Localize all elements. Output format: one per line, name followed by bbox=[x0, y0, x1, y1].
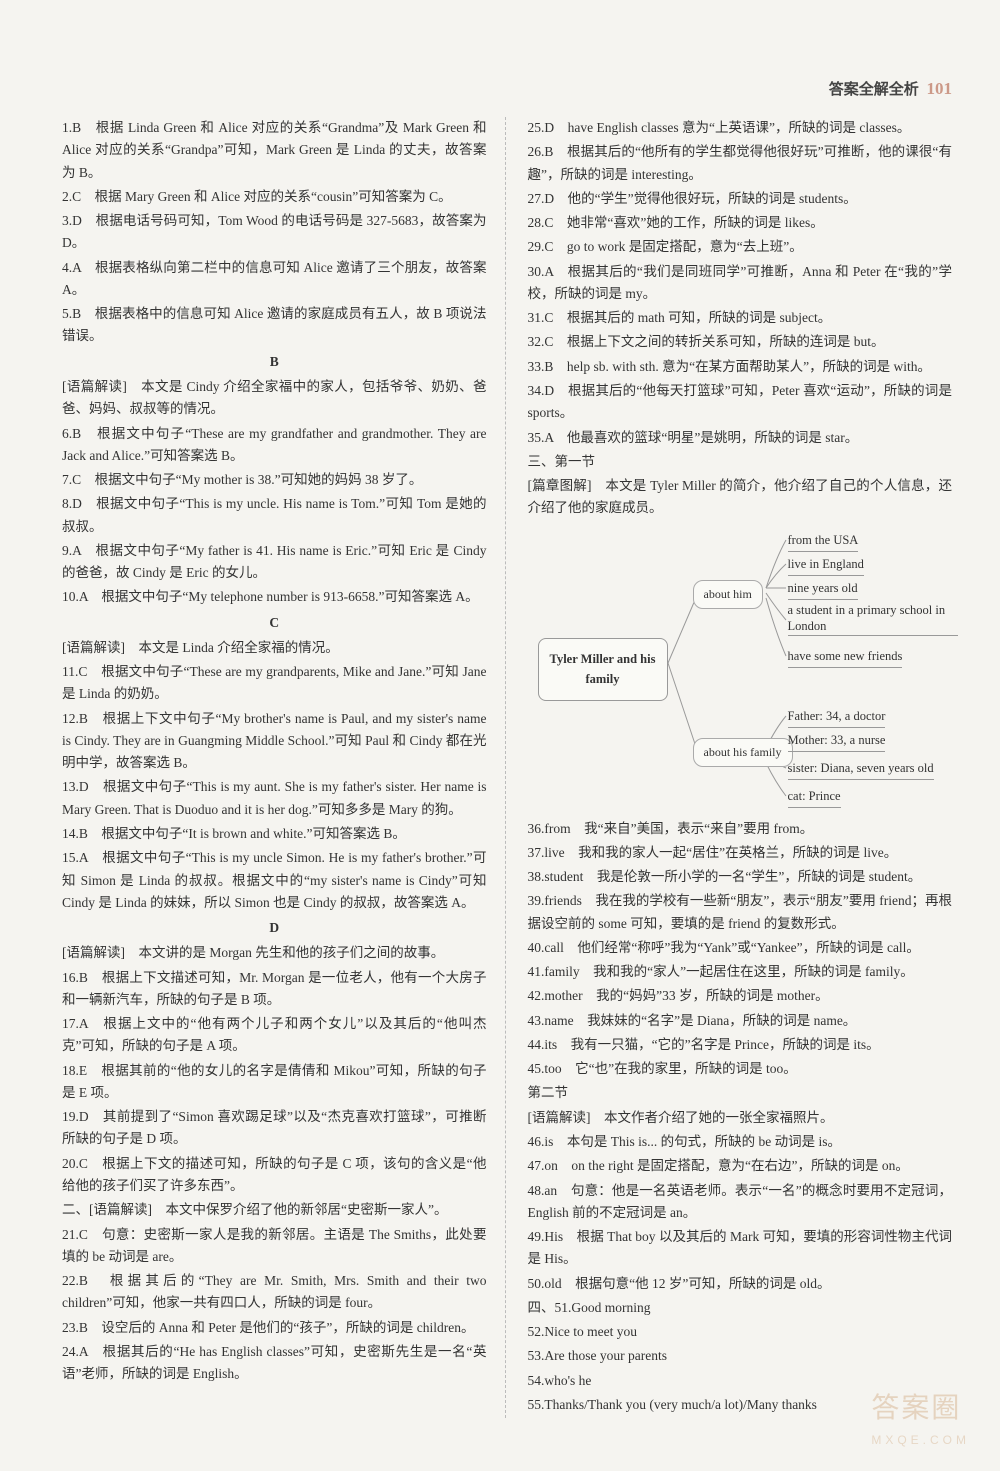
ans-item: 10.A 根据文中句子“My telephone number is 913-6… bbox=[62, 586, 487, 608]
ans-item: 12.B 根据上下文中句子“My brother's name is Paul,… bbox=[62, 708, 487, 775]
right-column: 25.D have English classes 意为“上英语课”，所缺的词是… bbox=[528, 117, 953, 1418]
passage-intro: [语篇解读] 本文讲的是 Morgan 先生和他的孩子们之间的故事。 bbox=[62, 942, 487, 964]
ans-item: 7.C 根据文中句子“My mother is 38.”可知她的妈妈 38 岁了… bbox=[62, 469, 487, 491]
watermark-big: 答案圈 bbox=[871, 1392, 961, 1423]
diagram-leaf: have some new friends bbox=[788, 646, 903, 669]
ans-item: 45.too 它“也”在我的家里，所缺的词是 too。 bbox=[528, 1058, 953, 1080]
passage-intro: [语篇解读] 本文作者介绍了她的一张全家福照片。 bbox=[528, 1107, 953, 1129]
diagram-leaf: live in England bbox=[788, 554, 864, 577]
section-b-header: B bbox=[62, 351, 487, 373]
ans-item: 24.A 根据其后的“He has English classes”可知，史密斯… bbox=[62, 1341, 487, 1386]
diagram-leaf: Mother: 33, a nurse bbox=[788, 730, 886, 753]
ans-item: 16.B 根据上下文描述可知，Mr. Morgan 是一位老人，他有一个大房子和… bbox=[62, 967, 487, 1012]
ans-item: 49.His 根据 That boy 以及其后的 Mark 可知，要填的形容词性… bbox=[528, 1226, 953, 1271]
ans-item: 29.C go to work 是固定搭配，意为“去上班”。 bbox=[528, 236, 953, 258]
ans-item: 11.C 根据文中句子“These are my grandparents, M… bbox=[62, 661, 487, 706]
ans-item: 52.Nice to meet you bbox=[528, 1321, 953, 1343]
ans-item: 28.C 她非常“喜欢”她的工作，所缺的词是 likes。 bbox=[528, 212, 953, 234]
ans-item: 32.C 根据上下文之间的转折关系可知，所缺的连词是 but。 bbox=[528, 331, 953, 353]
left-column: 1.B 根据 Linda Green 和 Alice 对应的关系“Grandma… bbox=[62, 117, 506, 1418]
ans-item: 48.an 句意：他是一名英语老师。表示“一名”的概念时要用不定冠词，Engli… bbox=[528, 1180, 953, 1225]
ans-item: 37.live 我和我的家人一起“居住”在英格兰，所缺的词是 live。 bbox=[528, 842, 953, 864]
watermark-small: MXQE.COM bbox=[871, 1431, 970, 1451]
diagram-leaf: Father: 34, a doctor bbox=[788, 706, 886, 729]
ans-item: 44.its 我有一只猫，“它的”名字是 Prince，所缺的词是 its。 bbox=[528, 1034, 953, 1056]
ans-item: 18.E 根据其前的“他的女儿的名字是倩倩和 Mikou”可知，所缺的句子是 E… bbox=[62, 1060, 487, 1105]
diagram-leaf: a student in a primary school in London bbox=[788, 602, 958, 637]
page-header: 答案全解全析 101 bbox=[62, 75, 952, 103]
ans-item: 33.B help sb. with sth. 意为“在某方面帮助某人”，所缺的… bbox=[528, 356, 953, 378]
ans-item: 30.A 根据其后的“我们是同班同学”可推断，Anna 和 Peter 在“我的… bbox=[528, 261, 953, 306]
section-3-label: 三、第一节 bbox=[528, 451, 953, 473]
ans-item: 43.name 我妹妹的“名字”是 Diana，所缺的词是 name。 bbox=[528, 1010, 953, 1032]
ans-item: 5.B 根据表格中的信息可知 Alice 邀请的家庭成员有五人，故 B 项说法错… bbox=[62, 303, 487, 348]
ans-item: 35.A 他最喜欢的篮球“明星”是姚明，所缺的词是 star。 bbox=[528, 427, 953, 449]
page-number: 101 bbox=[927, 79, 953, 98]
passage-intro: [语篇解读] 本文是 Cindy 介绍全家福中的家人，包括爷爷、奶奶、爸爸、妈妈… bbox=[62, 376, 487, 421]
ans-item: 50.old 根据句意“他 12 岁”可知，所缺的词是 old。 bbox=[528, 1273, 953, 1295]
section-d-header: D bbox=[62, 917, 487, 939]
header-title: 答案全解全析 bbox=[829, 82, 919, 98]
ans-item: 46.is 本句是 This is... 的句式，所缺的 be 动词是 is。 bbox=[528, 1131, 953, 1153]
diagram-leaf: from the USA bbox=[788, 530, 859, 553]
passage-intro: [语篇解读] 本文是 Linda 介绍全家福的情况。 bbox=[62, 637, 487, 659]
ans-item: 3.D 根据电话号码可知，Tom Wood 的电话号码是 327-5683，故答… bbox=[62, 210, 487, 255]
ans-item: 8.D 根据文中句子“This is my uncle. His name is… bbox=[62, 493, 487, 538]
ans-item: 34.D 根据其后的“他每天打篮球”可知，Peter 喜欢“运动”，所缺的词是 … bbox=[528, 380, 953, 425]
diagram-leaf: sister: Diana, seven years old bbox=[788, 758, 934, 781]
ans-item: 27.D 他的“学生”觉得他很好玩，所缺的词是 students。 bbox=[528, 188, 953, 210]
passage-intro: [篇章图解] 本文是 Tyler Miller 的简介，他介绍了自己的个人信息，… bbox=[528, 475, 953, 520]
ans-item: 36.from 我“来自”美国，表示“来自”要用 from。 bbox=[528, 818, 953, 840]
ans-item: 31.C 根据其后的 math 可知，所缺的词是 subject。 bbox=[528, 307, 953, 329]
section-c-header: C bbox=[62, 612, 487, 634]
mindmap-diagram: Tyler Miller and his family about him ab… bbox=[528, 528, 953, 808]
ans-item: 9.A 根据文中句子“My father is 41. His name is … bbox=[62, 540, 487, 585]
ans-item: 6.B 根据文中句子“These are my grandfather and … bbox=[62, 423, 487, 468]
ans-item: 22.B 根据其后的“They are Mr. Smith, Mrs. Smit… bbox=[62, 1270, 487, 1315]
ans-item: 21.C 句意：史密斯一家人是我的新邻居。主语是 The Smiths，此处要填… bbox=[62, 1224, 487, 1269]
ans-item: 39.friends 我在我的学校有一些新“朋友”，表示“朋友”要用 frien… bbox=[528, 890, 953, 935]
ans-item: 4.A 根据表格纵向第二栏中的信息可知 Alice 邀请了三个朋友，故答案 A。 bbox=[62, 257, 487, 302]
ans-item: 47.on on the right 是固定搭配，意为“在右边”，所缺的词是 o… bbox=[528, 1155, 953, 1177]
ans-item: 23.B 设空后的 Anna 和 Peter 是他们的“孩子”，所缺的词是 ch… bbox=[62, 1317, 487, 1339]
section-label: 第二节 bbox=[528, 1082, 953, 1104]
diagram-node: about him bbox=[693, 580, 763, 610]
ans-item: 26.B 根据其后的“他所有的学生都觉得他很好玩”可推断，他的课很“有趣”，所缺… bbox=[528, 141, 953, 186]
ans-item: 2.C 根据 Mary Green 和 Alice 对应的关系“cousin”可… bbox=[62, 186, 487, 208]
diagram-leaf: cat: Prince bbox=[788, 786, 841, 809]
columns: 1.B 根据 Linda Green 和 Alice 对应的关系“Grandma… bbox=[62, 117, 952, 1418]
ans-item: 15.A 根据文中句子“This is my uncle Simon. He i… bbox=[62, 847, 487, 914]
ans-item: 13.D 根据文中句子“This is my aunt. She is my f… bbox=[62, 776, 487, 821]
passage-intro: 二、[语篇解读] 本文中保罗介绍了他的新邻居“史密斯一家人”。 bbox=[62, 1199, 487, 1221]
ans-item: 20.C 根据上下文的描述可知，所缺的句子是 C 项，该句的含义是“他给他的孩子… bbox=[62, 1153, 487, 1198]
ans-item: 25.D have English classes 意为“上英语课”，所缺的词是… bbox=[528, 117, 953, 139]
ans-item: 42.mother 我的“妈妈”33 岁，所缺的词是 mother。 bbox=[528, 985, 953, 1007]
ans-item: 17.A 根据上文中的“他有两个儿子和两个女儿”以及其后的“他叫杰克”可知，所缺… bbox=[62, 1013, 487, 1058]
ans-item: 38.student 我是伦敦一所小学的一名“学生”，所缺的词是 student… bbox=[528, 866, 953, 888]
ans-item: 53.Are those your parents bbox=[528, 1345, 953, 1367]
ans-item: 19.D 其前提到了“Simon 喜欢踢足球”以及“杰克喜欢打篮球”，可推断所缺… bbox=[62, 1106, 487, 1151]
ans-item: 41.family 我和我的“家人”一起居住在这里，所缺的词是 family。 bbox=[528, 961, 953, 983]
watermark: 答案圈 MXQE.COM bbox=[871, 1385, 970, 1451]
diagram-leaf: nine years old bbox=[788, 578, 858, 601]
ans-item: 1.B 根据 Linda Green 和 Alice 对应的关系“Grandma… bbox=[62, 117, 487, 184]
section-4-label: 四、51.Good morning bbox=[528, 1297, 953, 1319]
diagram-root: Tyler Miller and his family bbox=[538, 638, 668, 701]
ans-item: 14.B 根据文中句子“It is brown and white.”可知答案选… bbox=[62, 823, 487, 845]
diagram-node: about his family bbox=[693, 738, 793, 768]
ans-item: 40.call 他们经常“称呼”我为“Yank”或“Yankee”，所缺的词是 … bbox=[528, 937, 953, 959]
